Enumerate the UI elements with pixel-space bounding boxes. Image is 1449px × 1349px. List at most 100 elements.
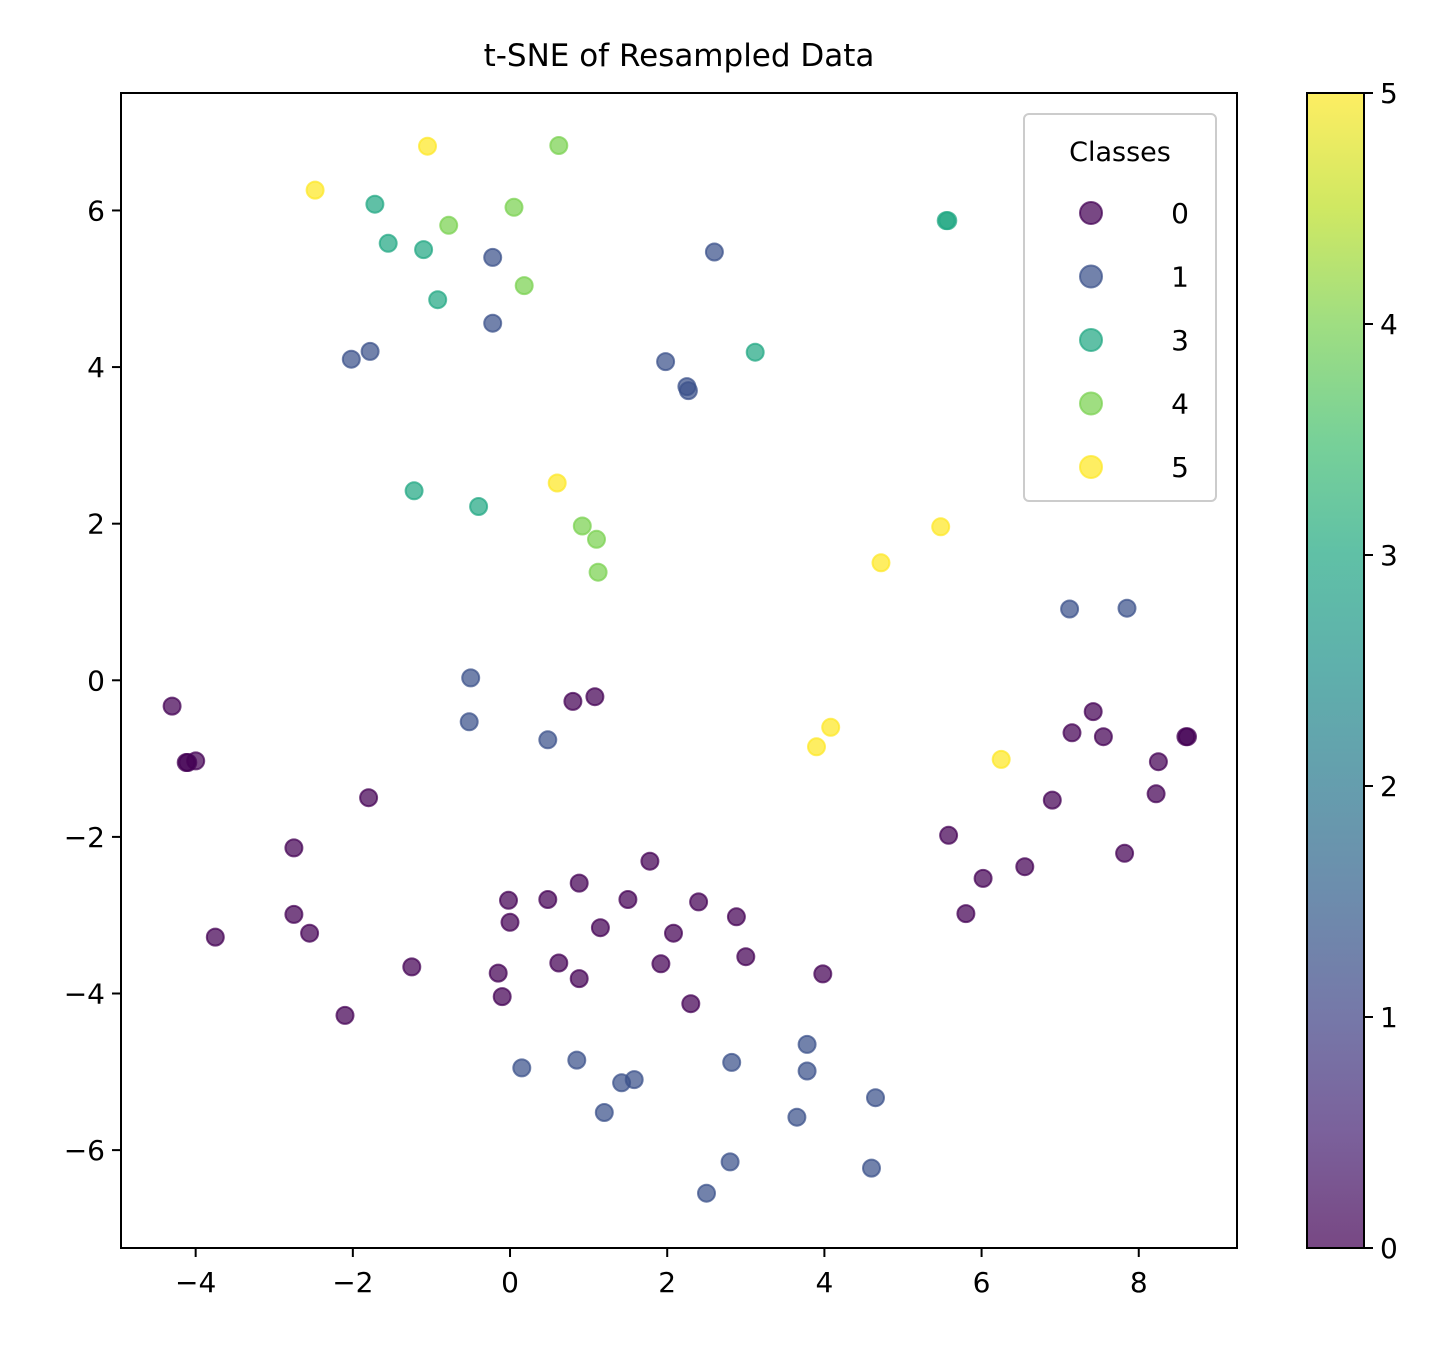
data-point-class-0 (1042, 790, 1062, 810)
data-point-class-0 (1093, 727, 1113, 747)
x-tick-label: 0 (501, 1266, 519, 1299)
colorbar-tick-label: 0 (1380, 1232, 1398, 1265)
data-point-class-0 (681, 994, 701, 1014)
data-point-class-3 (404, 481, 424, 501)
data-point-class-3 (469, 497, 489, 516)
legend-marker-class-3 (1079, 328, 1103, 352)
legend-marker-class-4 (1079, 391, 1103, 416)
data-point-class-1 (594, 1103, 614, 1122)
y-tick-label: −6 (64, 1134, 105, 1167)
data-point-class-1 (866, 1088, 885, 1108)
data-point-class-3 (365, 194, 385, 214)
data-point-class-0 (813, 964, 833, 984)
data-point-class-5 (991, 749, 1011, 769)
data-point-class-0 (402, 957, 422, 977)
data-point-class-3 (428, 290, 448, 310)
data-point-class-1 (512, 1058, 532, 1078)
data-point-class-0 (1148, 752, 1168, 772)
data-point-class-0 (664, 923, 683, 943)
legend-label: 3 (1171, 324, 1189, 357)
colorbar-ticks: 0 1 2 3 4 5 (1364, 77, 1398, 1265)
data-point-class-4 (549, 136, 569, 155)
data-point-class-3 (745, 342, 765, 362)
data-point-class-0 (284, 904, 304, 924)
colorbar-frame (1306, 92, 1365, 1249)
x-tick-label: −2 (332, 1266, 373, 1299)
data-point-class-0 (973, 868, 993, 888)
data-point-class-0 (651, 954, 671, 974)
data-point-class-1 (567, 1050, 587, 1070)
data-point-class-0 (499, 890, 518, 910)
data-point-class-0 (162, 696, 182, 716)
legend-label: 0 (1171, 197, 1189, 230)
data-point-class-0 (956, 904, 976, 924)
points-layer (162, 136, 1197, 1203)
data-point-class-0 (500, 912, 520, 932)
data-point-class-1 (656, 352, 676, 372)
data-point-class-0 (549, 953, 569, 973)
data-point-class-0 (335, 1005, 355, 1025)
data-point-class-1 (720, 1152, 740, 1172)
data-point-class-0 (1146, 784, 1166, 804)
data-point-class-1 (697, 1183, 716, 1203)
y-tick-label: 0 (87, 664, 105, 697)
data-point-class-0 (492, 987, 512, 1007)
data-point-class-5 (931, 517, 951, 537)
data-point-class-5 (871, 553, 891, 573)
data-point-class-0 (488, 963, 508, 983)
data-point-class-0 (736, 947, 756, 967)
data-point-class-1 (862, 1158, 881, 1178)
colorbar-tick-label: 4 (1380, 308, 1398, 341)
data-point-class-0 (939, 825, 959, 845)
data-point-class-0 (640, 851, 660, 871)
data-point-class-1 (1060, 599, 1080, 619)
x-tick-label: 8 (1130, 1266, 1148, 1299)
data-point-class-1 (483, 247, 503, 267)
data-point-class-0 (569, 969, 589, 989)
data-point-class-1 (459, 712, 479, 732)
legend-label: 4 (1171, 388, 1189, 421)
y-tick-label: 4 (87, 351, 105, 384)
data-point-class-0 (284, 838, 304, 858)
data-point-class-0 (1115, 843, 1135, 863)
data-point-class-1 (797, 1061, 817, 1081)
data-point-class-4 (504, 197, 524, 217)
data-point-class-0 (563, 691, 583, 711)
data-point-class-3 (938, 211, 958, 231)
data-point-class-4 (572, 516, 592, 536)
data-point-class-1 (360, 341, 380, 361)
legend-marker-class-1 (1079, 264, 1103, 289)
data-point-class-1 (787, 1107, 807, 1127)
x-tick-label: 4 (815, 1266, 833, 1299)
x-tick-label: −4 (175, 1266, 216, 1299)
data-point-class-5 (547, 473, 567, 493)
plot-area: −4 −2 0 2 4 6 8 −6 −4 −2 0 2 4 6 Classes 0 1 3 4 5 (64, 92, 1238, 1299)
colorbar-gradient (1307, 93, 1364, 1248)
x-tick-label: 6 (973, 1266, 991, 1299)
data-point-class-0 (1015, 857, 1035, 877)
data-point-class-0 (205, 927, 225, 947)
data-point-class-0 (1062, 723, 1082, 743)
data-point-class-0 (569, 873, 589, 893)
y-axis: −6 −4 −2 0 2 4 6 (64, 194, 121, 1167)
data-point-class-1 (624, 1070, 644, 1090)
data-point-class-0 (1178, 727, 1197, 747)
data-point-class-4 (587, 529, 606, 549)
data-point-class-0 (300, 923, 320, 943)
colorbar: 0 1 2 3 4 5 (1306, 77, 1398, 1265)
colorbar-tick-label: 1 (1380, 1001, 1398, 1034)
plot-frame (120, 92, 1238, 1249)
y-tick-label: 6 (87, 194, 105, 227)
data-point-class-0 (689, 892, 709, 912)
legend-marker-class-5 (1079, 455, 1103, 479)
data-point-class-0 (176, 753, 196, 772)
data-point-class-1 (461, 668, 481, 688)
data-point-class-0 (726, 907, 746, 927)
x-axis: −4 −2 0 2 4 6 8 (175, 1248, 1148, 1299)
data-point-class-1 (483, 313, 503, 333)
legend-title: Classes (1069, 137, 1171, 168)
data-point-class-1 (797, 1034, 817, 1054)
data-point-class-4 (439, 215, 459, 235)
legend: Classes 0 1 3 4 5 (1023, 113, 1217, 502)
legend-entries: 0 1 3 4 5 (1079, 197, 1189, 484)
